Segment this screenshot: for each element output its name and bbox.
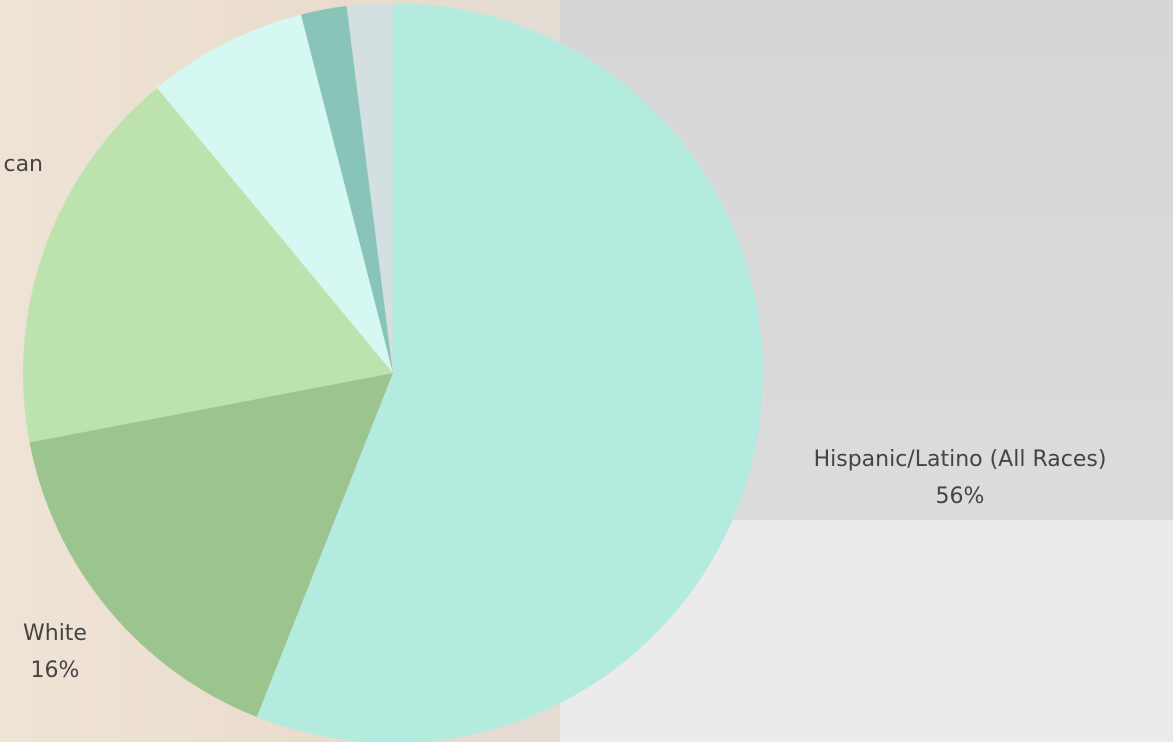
slice-label: Hispanic/Latino (All Races) xyxy=(814,447,1107,472)
pie-slice xyxy=(300,5,393,373)
pie-slice xyxy=(256,3,763,742)
pie-slice xyxy=(157,14,393,373)
slice-label: can xyxy=(3,152,43,177)
pie-slice xyxy=(346,3,393,373)
pie-slice xyxy=(22,87,393,443)
slice-value-label: 16% xyxy=(31,658,80,683)
slice-label: White xyxy=(23,621,87,646)
pie-slice xyxy=(29,373,394,718)
slice-value-label: 56% xyxy=(936,484,985,509)
